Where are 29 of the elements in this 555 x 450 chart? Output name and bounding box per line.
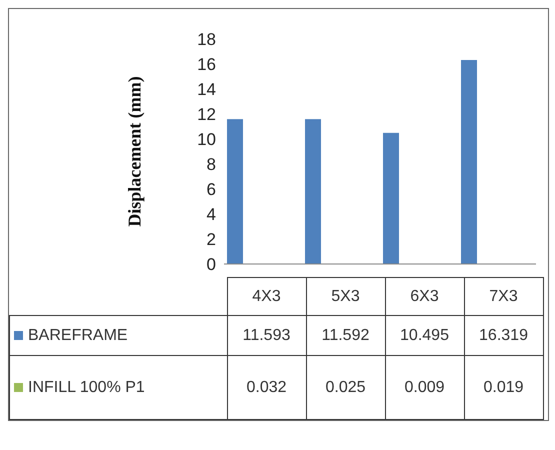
y-tick-label: 6 — [206, 180, 216, 200]
legend-label: BAREFRAME — [28, 326, 128, 344]
data-label: 11.593 — [227, 316, 306, 356]
y-tick-label: 12 — [197, 105, 216, 124]
x-tick-label: 6X3 — [385, 278, 464, 316]
y-tick-label: 4 — [206, 205, 216, 224]
data-label: 0.019 — [464, 356, 543, 420]
y-tick-label: 10 — [197, 130, 216, 150]
data-label: 16.319 — [464, 316, 543, 356]
data-label: 0.032 — [227, 356, 306, 420]
data-label: 11.592 — [306, 316, 385, 356]
bar — [227, 119, 243, 264]
x-tick-label: 5X3 — [306, 278, 385, 316]
data-label: 0.009 — [385, 356, 464, 420]
y-axis-title: Displacement (mm) — [124, 76, 144, 227]
bar — [305, 119, 321, 264]
x-tick-label: 7X3 — [464, 278, 543, 316]
y-tick-label: 16 — [197, 55, 216, 74]
y-tick-label: 0 — [206, 255, 216, 274]
data-label: 0.025 — [306, 356, 385, 420]
legend-label: INFILL 100% P1 — [28, 378, 145, 396]
data-label: 10.495 — [385, 316, 464, 356]
y-tick-label: 2 — [206, 230, 216, 250]
y-tick-label: 8 — [206, 155, 216, 174]
bar — [461, 60, 477, 264]
y-tick-label: 18 — [197, 30, 216, 50]
y-tick-label: 14 — [197, 80, 216, 100]
bar — [383, 132, 399, 264]
x-tick-label: 4X3 — [227, 278, 306, 316]
